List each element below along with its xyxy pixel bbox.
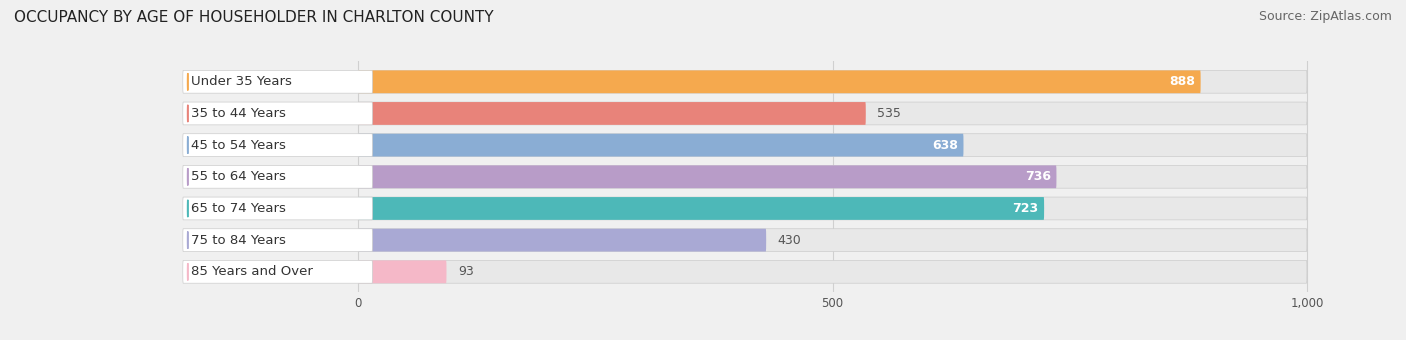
Text: Under 35 Years: Under 35 Years [191,75,292,88]
FancyBboxPatch shape [359,260,447,283]
Text: 430: 430 [778,234,801,246]
Text: 75 to 84 Years: 75 to 84 Years [191,234,285,246]
Text: OCCUPANCY BY AGE OF HOUSEHOLDER IN CHARLTON COUNTY: OCCUPANCY BY AGE OF HOUSEHOLDER IN CHARL… [14,10,494,25]
FancyBboxPatch shape [183,165,373,188]
Text: 93: 93 [458,265,474,278]
FancyBboxPatch shape [359,102,866,125]
Text: 638: 638 [932,139,957,152]
Text: 65 to 74 Years: 65 to 74 Years [191,202,285,215]
FancyBboxPatch shape [183,229,373,252]
Text: Source: ZipAtlas.com: Source: ZipAtlas.com [1258,10,1392,23]
Text: 55 to 64 Years: 55 to 64 Years [191,170,285,183]
Text: 35 to 44 Years: 35 to 44 Years [191,107,285,120]
Text: 85 Years and Over: 85 Years and Over [191,265,312,278]
FancyBboxPatch shape [359,134,963,156]
FancyBboxPatch shape [359,70,1201,93]
FancyBboxPatch shape [183,102,373,125]
FancyBboxPatch shape [359,165,1056,188]
FancyBboxPatch shape [359,197,1045,220]
FancyBboxPatch shape [359,70,1308,93]
FancyBboxPatch shape [183,134,373,156]
Text: 535: 535 [877,107,901,120]
Text: 736: 736 [1025,170,1050,183]
FancyBboxPatch shape [359,102,1308,125]
FancyBboxPatch shape [183,70,373,93]
Text: 723: 723 [1012,202,1039,215]
FancyBboxPatch shape [359,260,1308,283]
FancyBboxPatch shape [359,229,1308,252]
Text: 888: 888 [1170,75,1195,88]
FancyBboxPatch shape [183,260,373,283]
FancyBboxPatch shape [359,197,1308,220]
FancyBboxPatch shape [359,165,1308,188]
FancyBboxPatch shape [183,197,373,220]
FancyBboxPatch shape [359,134,1308,156]
FancyBboxPatch shape [359,229,766,252]
Text: 45 to 54 Years: 45 to 54 Years [191,139,285,152]
